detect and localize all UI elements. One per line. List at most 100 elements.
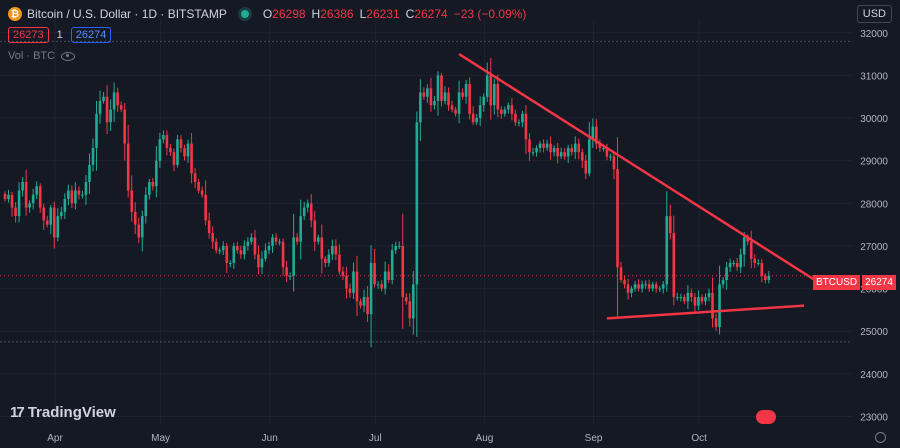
open-label: O	[262, 7, 273, 21]
buy-button[interactable]: 26274	[70, 27, 112, 43]
candle-body	[570, 147, 574, 153]
candle-body	[686, 292, 690, 302]
candle-body	[77, 190, 81, 195]
candle	[419, 79, 422, 142]
candle	[334, 239, 338, 261]
candle	[517, 119, 521, 127]
candle	[116, 87, 119, 112]
candle	[732, 260, 735, 267]
candle	[98, 90, 102, 124]
candle	[598, 139, 602, 152]
candle-body	[619, 267, 623, 281]
volume-label: Vol · BTC	[8, 50, 56, 62]
candle	[218, 247, 222, 255]
candle-body	[468, 83, 471, 114]
candle-body	[162, 135, 165, 140]
tradingview-logo[interactable]: 17 TradingView	[10, 404, 116, 421]
candle	[119, 101, 123, 113]
candle	[383, 261, 387, 295]
candle-body	[179, 139, 183, 148]
currency-selector[interactable]: USD	[856, 5, 892, 23]
candle-body	[292, 237, 295, 276]
candle	[447, 87, 450, 111]
candle	[102, 92, 105, 104]
candle	[169, 144, 172, 156]
volume-indicator[interactable]: Vol · BTC	[8, 50, 76, 62]
last-price-symbol: BTCUSD	[813, 275, 861, 290]
candle-body	[563, 152, 566, 157]
candle	[77, 186, 81, 200]
gear-icon[interactable]	[875, 432, 886, 443]
candle-body	[320, 237, 324, 259]
candle-body	[478, 105, 482, 119]
candle	[661, 281, 665, 294]
candle	[426, 84, 429, 103]
candle-body	[482, 96, 486, 106]
candle-body	[661, 284, 665, 289]
candle-body	[651, 284, 654, 289]
candle-body	[60, 211, 63, 217]
candle	[693, 292, 697, 312]
high-value: 26386	[320, 7, 354, 21]
candle-body	[112, 92, 116, 110]
candle	[70, 185, 74, 209]
flag-icon[interactable]	[756, 410, 776, 424]
candle-body	[521, 113, 524, 123]
candle-body	[331, 245, 334, 255]
candle	[644, 280, 647, 289]
candle-body	[207, 220, 211, 234]
candle-body	[204, 194, 207, 221]
candle-body	[264, 250, 267, 259]
change-value: −23 (−0.09%)	[453, 7, 527, 21]
candle-body	[492, 83, 496, 106]
candle-body	[52, 207, 56, 238]
candle-body	[84, 182, 88, 195]
candle	[707, 288, 711, 302]
candle	[507, 102, 510, 114]
candle	[158, 132, 162, 168]
candle-body	[704, 297, 707, 302]
candle-body	[158, 139, 162, 161]
candle-body	[672, 233, 676, 298]
candle	[31, 188, 35, 210]
sell-button[interactable]: 26273	[8, 27, 49, 43]
candle-body	[559, 152, 563, 157]
y-tick-label: 30000	[860, 114, 888, 125]
candle	[151, 178, 155, 191]
chart-header: ₿ Bitcoin / U.S. Dollar · 1D · BITSTAMP …	[8, 5, 526, 23]
candle-body	[633, 284, 637, 289]
candle-body	[352, 271, 355, 293]
candle	[559, 147, 563, 160]
symbol-title[interactable]: Bitcoin / U.S. Dollar · 1D · BITSTAMP	[27, 7, 227, 21]
candle-body	[447, 92, 450, 106]
candle-body	[683, 297, 686, 302]
candle	[454, 106, 457, 117]
candle-body	[102, 96, 105, 101]
candle-body	[665, 216, 669, 285]
candle-body	[658, 288, 662, 290]
candle	[295, 233, 299, 245]
candle	[686, 285, 690, 310]
candle	[56, 207, 60, 242]
candle	[429, 77, 433, 112]
candle	[595, 118, 598, 150]
candle-body	[373, 263, 376, 285]
candle-body	[623, 280, 626, 285]
candle-body	[151, 182, 155, 187]
candle	[144, 187, 148, 224]
y-tick-label: 23000	[860, 412, 888, 423]
candle-body	[626, 284, 630, 293]
candle	[302, 201, 306, 220]
candle-body	[193, 173, 197, 182]
candle-body	[503, 109, 507, 114]
x-tick-label: Apr	[47, 433, 63, 444]
candle-body	[295, 237, 299, 242]
candle-body	[422, 92, 426, 97]
candle	[49, 204, 53, 235]
candle-body	[144, 194, 148, 217]
low-label: L	[359, 7, 367, 21]
candle-body	[155, 160, 158, 187]
eye-icon[interactable]	[61, 51, 76, 61]
